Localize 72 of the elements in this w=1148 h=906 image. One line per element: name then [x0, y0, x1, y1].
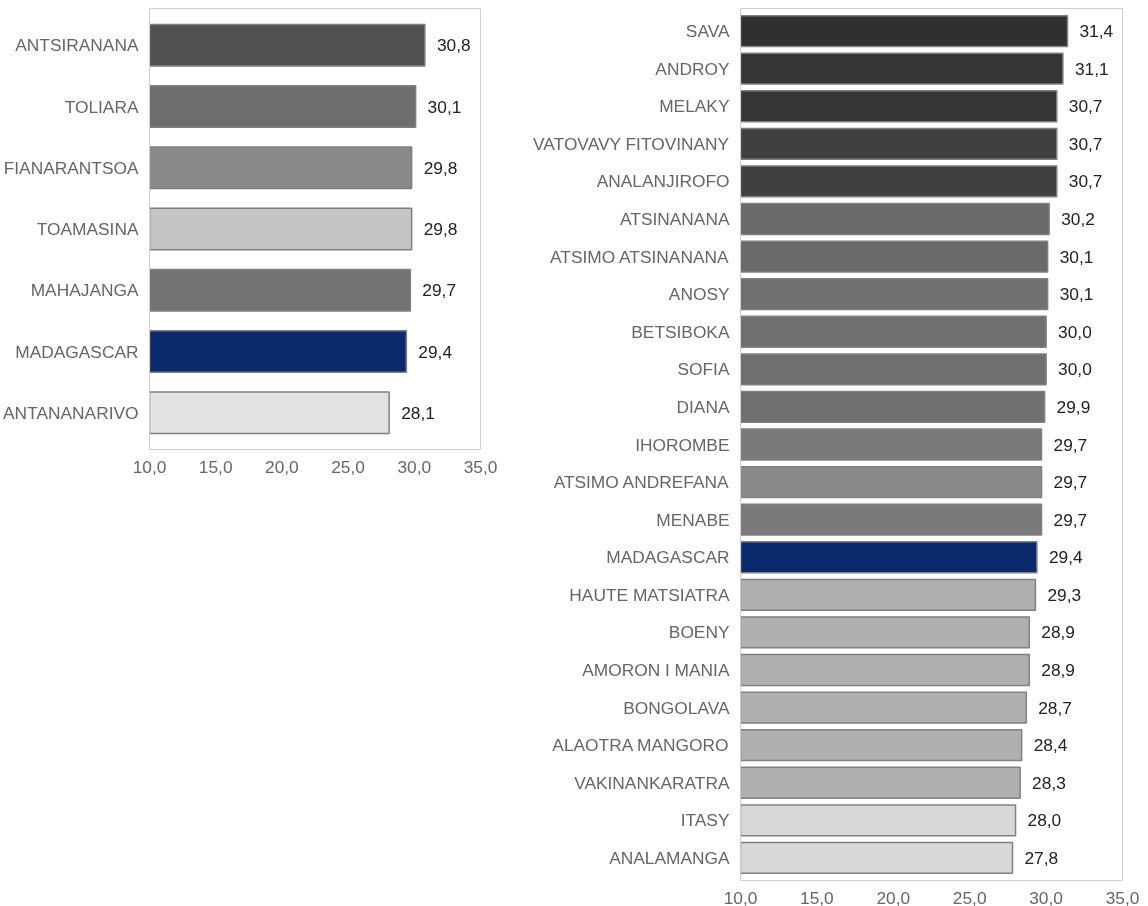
data-label: 29,4 — [418, 341, 453, 362]
data-label: 30,8 — [436, 35, 471, 56]
y-tick-label: BONGOLAVA — [623, 697, 730, 718]
data-label: 29,8 — [423, 157, 458, 178]
y-tick-label: MADAGASCAR — [15, 341, 139, 362]
data-label: 30,1 — [427, 96, 462, 117]
y-tick-label: ALAOTRA MANGORO — [552, 735, 729, 756]
y-tick-label: SOFIA — [677, 359, 730, 380]
data-label: 28,0 — [1027, 810, 1062, 831]
data-label: 29,9 — [1056, 396, 1091, 417]
x-tick-label: 20,0 — [265, 456, 299, 477]
y-tick-label: ANALAMANGA — [609, 847, 730, 868]
y-tick-label: BETSIBOKA — [631, 321, 730, 342]
data-label: 29,8 — [423, 219, 458, 239]
data-label: 30,7 — [1068, 171, 1103, 192]
x-tick-label: 20,0 — [876, 887, 911, 906]
y-tick-label: MENABE — [656, 509, 730, 530]
y-tick-label: VATOVAVY FITOVINANY — [533, 133, 730, 154]
y-tick-label: ANALANJIROFO — [596, 171, 730, 192]
y-tick-label: ANDROY — [655, 58, 730, 79]
y-tick-label: ATSIMO ANDREFANA — [553, 472, 729, 493]
y-tick-label: ANTANANARIVO — [3, 402, 139, 423]
y-tick-label: VAKINANKARATRA — [574, 772, 730, 793]
x-tick-label: 30,0 — [397, 456, 432, 477]
y-tick-label: FIANARANTSOA — [3, 157, 139, 178]
y-tick-label: MELAKY — [659, 96, 730, 117]
x-tick-label: 25,0 — [952, 887, 987, 906]
data-label: 30,1 — [1059, 284, 1094, 305]
data-label: 29,7 — [422, 280, 457, 301]
data-label: 30,7 — [1068, 133, 1103, 154]
y-tick-label: ANTSIRANANA — [15, 35, 139, 56]
y-tick-label: ATSINANANA — [620, 208, 730, 229]
data-label: 29,7 — [1053, 472, 1088, 493]
data-label: 30,7 — [1068, 96, 1103, 117]
y-tick-label: ANOSY — [668, 284, 730, 305]
data-label: 29,4 — [1048, 547, 1084, 568]
data-label: 29,7 — [1053, 434, 1088, 455]
x-tick-label: 35,0 — [463, 456, 498, 477]
data-label: 28,1 — [401, 402, 435, 423]
y-tick-label: IHOROMBE — [635, 434, 730, 455]
y-tick-label: MAHAJANGA — [30, 280, 139, 301]
data-label: 30,0 — [1058, 321, 1092, 342]
y-tick-label: HAUTE MATSIATRA — [569, 584, 730, 605]
x-tick-label: 15,0 — [198, 456, 233, 477]
data-label: 28,9 — [1041, 622, 1076, 643]
y-tick-label: MADAGASCAR — [606, 547, 730, 568]
y-tick-label: BOENY — [668, 622, 730, 643]
x-tick-label: 30,0 — [1029, 887, 1063, 906]
y-tick-label: ITASY — [680, 810, 730, 831]
data-label: 28,4 — [1033, 735, 1068, 756]
y-tick-label: TOLIARA — [64, 96, 139, 117]
data-label: 30,1 — [1059, 246, 1094, 267]
data-label: 31,4 — [1079, 21, 1114, 42]
data-label: 28,7 — [1038, 697, 1072, 718]
x-tick-label: 10,0 — [723, 887, 758, 906]
data-label: 30,2 — [1061, 208, 1095, 229]
x-tick-label: 10,0 — [132, 456, 167, 477]
x-tick-label: 15,0 — [800, 887, 834, 906]
y-tick-label: TOAMASINA — [36, 219, 139, 239]
x-tick-label: 35,0 — [1105, 887, 1140, 906]
data-label: 31,1 — [1074, 58, 1109, 79]
y-tick-label: SAVA — [685, 21, 730, 42]
data-label: 29,3 — [1047, 584, 1082, 605]
y-tick-label: ATSIMO ATSINANANA — [550, 246, 729, 267]
y-tick-label: AMORON I MANIA — [582, 660, 730, 681]
y-tick-label: DIANA — [676, 396, 730, 417]
data-label: 27,8 — [1024, 847, 1059, 868]
data-label: 30,0 — [1058, 359, 1092, 380]
data-label: 28,3 — [1032, 772, 1066, 793]
data-label: 29,7 — [1053, 509, 1088, 530]
x-tick-label: 25,0 — [331, 456, 365, 477]
data-label: 28,9 — [1041, 660, 1076, 681]
